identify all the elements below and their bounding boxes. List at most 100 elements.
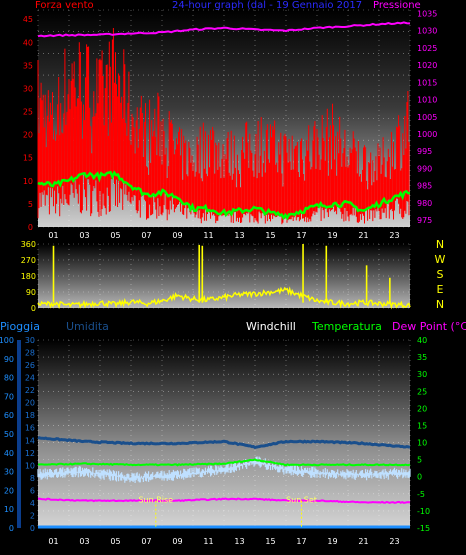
temp-plot-area: [38, 340, 410, 528]
humidity-y-tick: 12: [25, 449, 35, 458]
rain-scale-bar: [17, 340, 21, 528]
pressure-y-tick: 1025: [417, 44, 437, 53]
humidity-y-tick: 14: [25, 436, 35, 445]
temperature-y-tick: 25: [417, 387, 427, 396]
wind-y-tick: 30: [23, 84, 33, 93]
wind-x-tick: 13: [234, 231, 244, 240]
pressure-label: Pressione: [373, 0, 421, 11]
wind-x-tick: 15: [265, 231, 275, 240]
temp-x-tick: 09: [172, 537, 182, 546]
wind-x-tick: 05: [110, 231, 120, 240]
rain-y-tick: 40: [4, 449, 14, 458]
wind-y-tick: 10: [23, 177, 33, 186]
direction-y-tick: 180: [21, 272, 36, 281]
rain-y-tick: 70: [4, 392, 14, 401]
humidity-y-tick: 0: [30, 524, 35, 533]
humidity-label: Umidita: [66, 320, 109, 333]
humidity-y-tick: 2: [30, 511, 35, 520]
humidity-y-tick: 16: [25, 424, 35, 433]
pressure-y-tick: 980: [417, 199, 432, 208]
wind-x-tick: 23: [389, 231, 399, 240]
temp-x-tick: 03: [79, 537, 89, 546]
pressure-y-tick: 1030: [417, 27, 437, 36]
temp-x-tick: 21: [358, 537, 368, 546]
pressure-y-tick: 995: [417, 147, 432, 156]
wind-y-tick: 45: [23, 15, 33, 24]
wind-x-tick: 07: [141, 231, 151, 240]
pressure-y-tick: 985: [417, 182, 432, 191]
wind-x-tick: 09: [172, 231, 182, 240]
windchill-band: [37, 456, 411, 483]
humidity-y-tick: 10: [25, 461, 35, 470]
wind-force-label: Forza vento: [35, 0, 94, 11]
temperature-label: Temperatura: [312, 320, 382, 333]
compass-label: N: [436, 238, 444, 251]
wind-x-tick: 19: [327, 231, 337, 240]
compass-label: W: [435, 253, 446, 266]
humidity-y-tick: 26: [25, 361, 35, 370]
humidity-y-tick: 8: [30, 474, 35, 483]
temperature-y-tick: -5: [417, 490, 425, 499]
temperature-y-tick: -10: [417, 507, 430, 516]
humidity-y-tick: 20: [25, 399, 35, 408]
wind-y-tick: 20: [23, 131, 33, 140]
temperature-y-tick: 10: [417, 439, 427, 448]
pressure-y-tick: 1010: [417, 96, 437, 105]
compass-label: S: [437, 268, 444, 281]
direction-line: [37, 286, 411, 310]
direction-y-tick: 0: [31, 304, 36, 313]
compass-label: E: [437, 283, 444, 296]
direction-y-tick: 90: [26, 288, 36, 297]
sunrise-label: Sun Rise: [138, 496, 173, 505]
humidity-line: [37, 435, 411, 450]
pressure-y-tick: 990: [417, 164, 432, 173]
temp-x-tick: 05: [110, 537, 120, 546]
sunset-label: Sun Set: [286, 496, 317, 505]
direction-y-tick: 360: [21, 240, 36, 249]
wind-y-tick: 15: [23, 154, 33, 163]
pressure-y-tick: 975: [417, 216, 432, 225]
wind-x-tick: 17: [296, 231, 306, 240]
temp-x-tick: 15: [265, 537, 275, 546]
temp-x-tick: 11: [203, 537, 213, 546]
pressure-line: [37, 21, 411, 38]
rain-y-tick: 20: [4, 486, 14, 495]
humidity-y-tick: 6: [30, 486, 35, 495]
pressure-y-tick: 1005: [417, 113, 437, 122]
humidity-y-tick: 18: [25, 411, 35, 420]
wind-x-tick: 01: [48, 231, 58, 240]
humidity-y-tick: 30: [25, 336, 35, 345]
direction-y-tick: 270: [21, 256, 36, 265]
rain-y-tick: 80: [4, 374, 14, 383]
temperature-line: [38, 458, 411, 467]
temperature-y-tick: 5: [417, 456, 422, 465]
dewpoint-line: [37, 497, 411, 504]
temp-x-tick: 13: [234, 537, 244, 546]
temperature-y-tick: 20: [417, 404, 427, 413]
wind-y-tick: 35: [23, 61, 33, 70]
wind-y-tick: 40: [23, 38, 33, 47]
temp-x-tick: 01: [48, 537, 58, 546]
temperature-y-tick: 30: [417, 370, 427, 379]
pressure-y-tick: 1015: [417, 78, 437, 87]
compass-label: N: [436, 298, 444, 311]
dewpoint-label: Dew Point (°C): [392, 320, 466, 333]
temp-x-tick: 23: [389, 537, 399, 546]
humidity-y-tick: 22: [25, 386, 35, 395]
wind-y-tick: 0: [28, 223, 33, 232]
wind-y-tick: 5: [28, 200, 33, 209]
rain-y-tick: 100: [0, 336, 14, 345]
rain-label: Pioggia: [0, 320, 40, 333]
humidity-y-tick: 24: [25, 374, 35, 383]
wind-x-tick: 03: [79, 231, 89, 240]
humidity-y-tick: 4: [30, 499, 35, 508]
humidity-y-tick: 28: [25, 349, 35, 358]
temp-x-tick: 07: [141, 537, 151, 546]
rain-y-tick: 30: [4, 468, 14, 477]
temp-x-tick: 19: [327, 537, 337, 546]
windchill-label: Windchill: [246, 320, 296, 333]
temperature-y-tick: 35: [417, 353, 427, 362]
wind-x-tick: 21: [358, 231, 368, 240]
